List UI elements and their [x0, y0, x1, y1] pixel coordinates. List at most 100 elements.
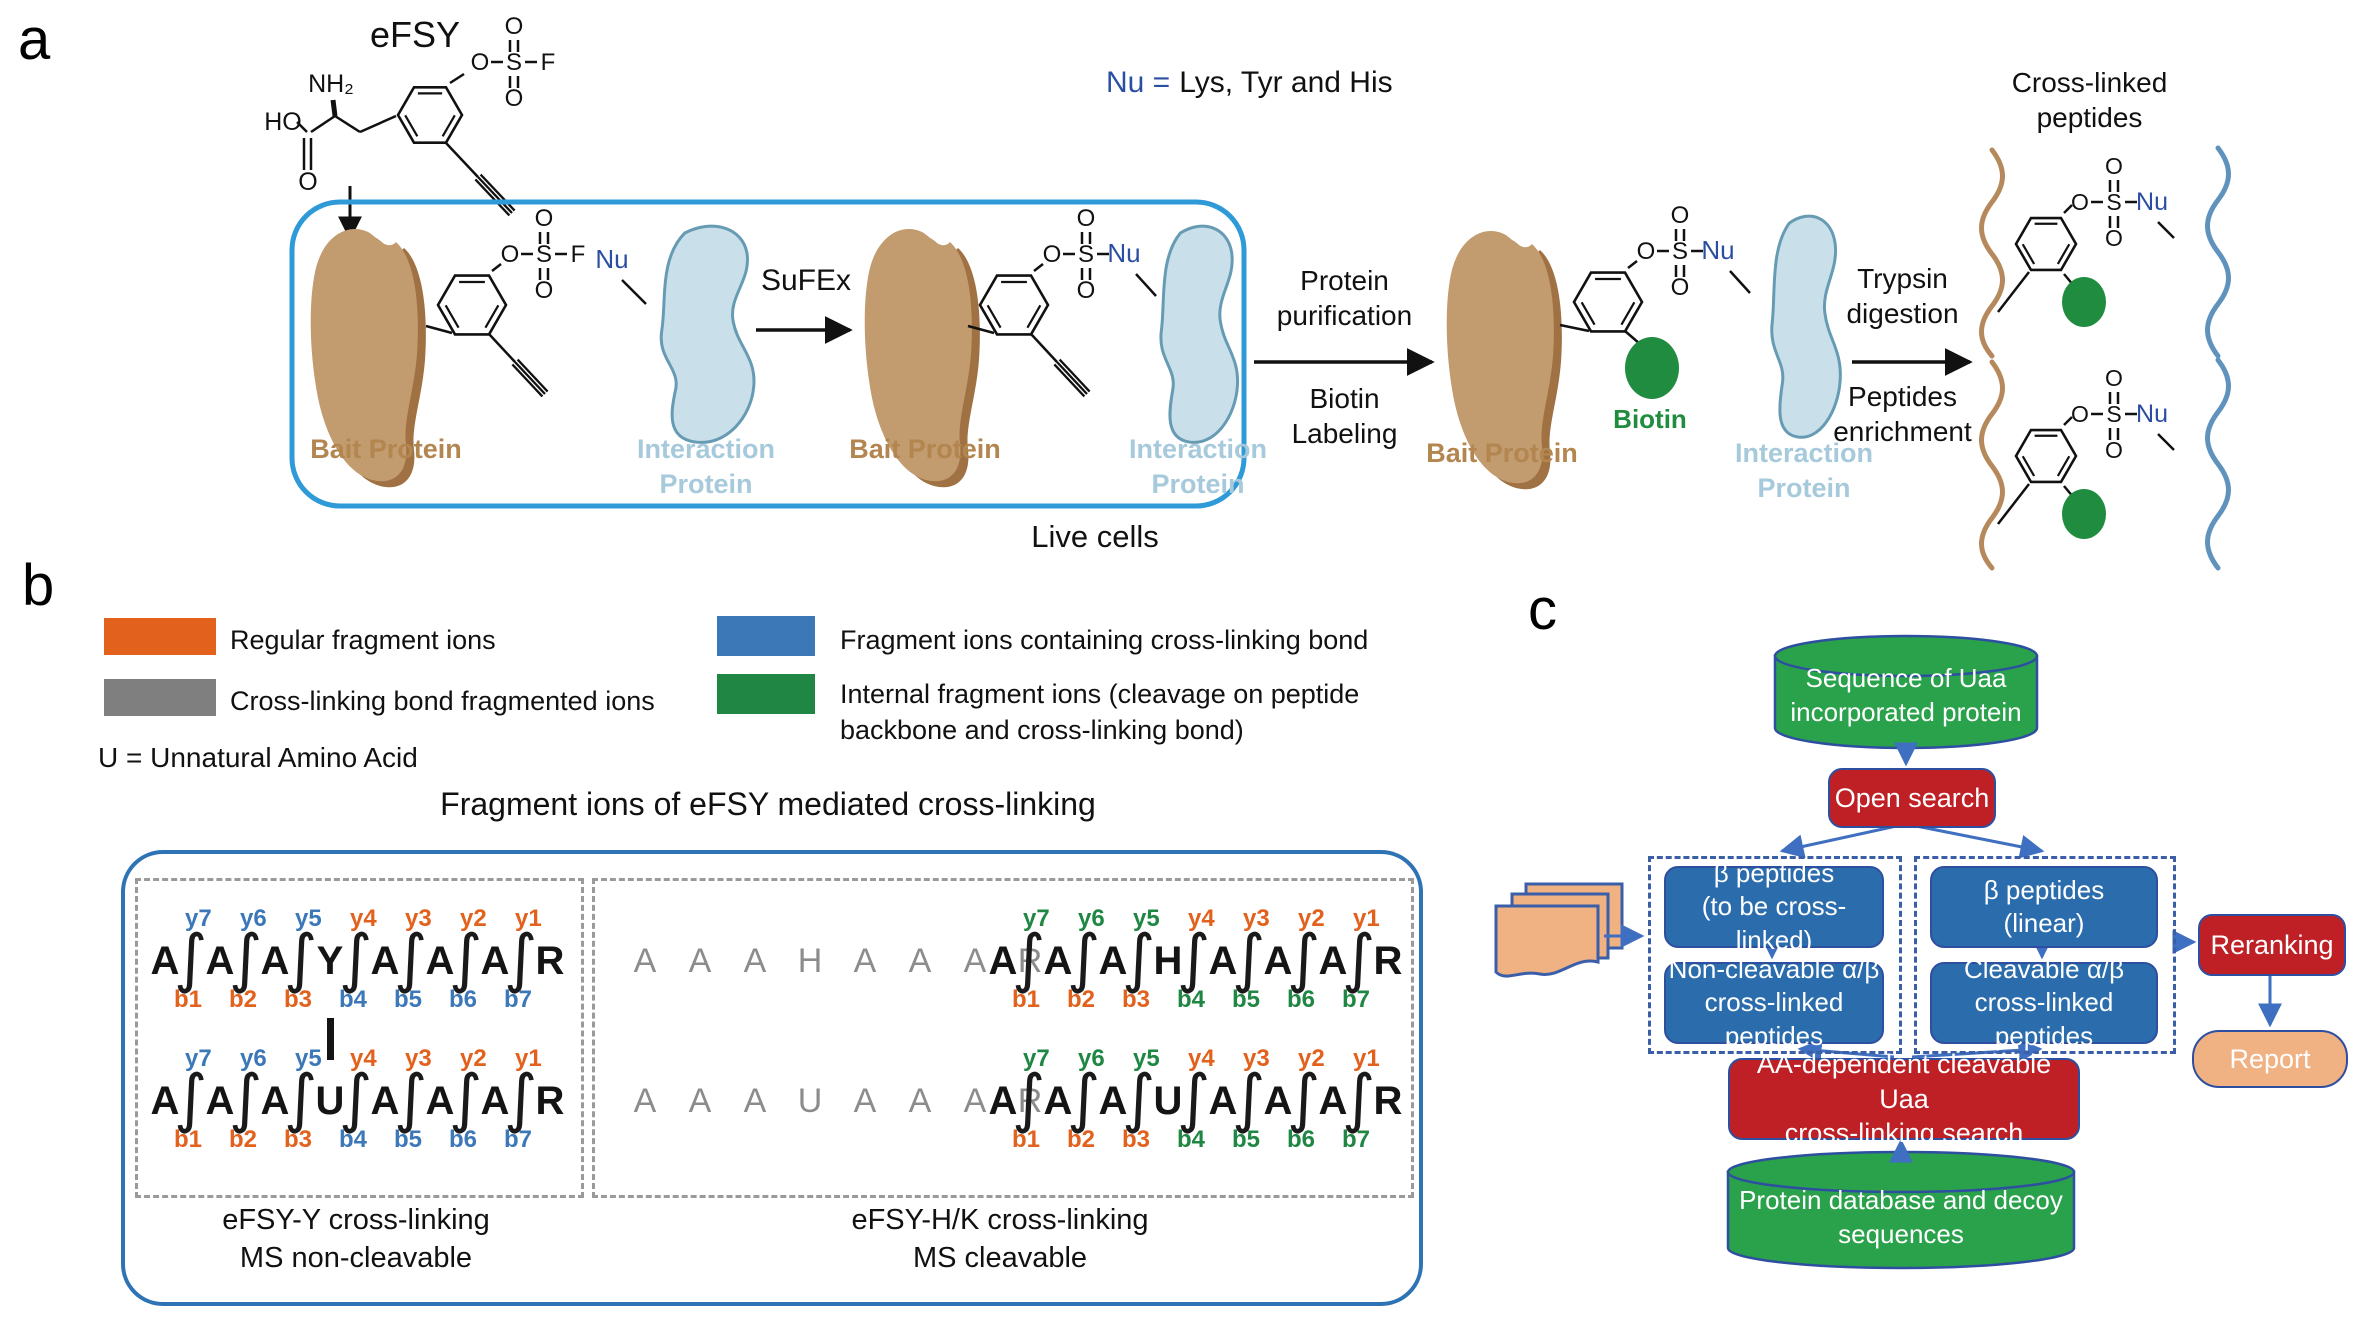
fragmentation-slash-icon: ∫ [504, 922, 538, 996]
y-ion-label: y3 [405, 905, 432, 932]
y-ion-label: y7 [185, 1045, 212, 1072]
fragmentation-site: y4 ∫ b4 [339, 905, 377, 1013]
fragmentation-slash-icon: ∫ [1067, 922, 1101, 996]
y-ion-label: y1 [515, 905, 542, 932]
biotin-labeling-label: Biotin Labeling [1252, 382, 1437, 451]
legend-regular: Regular fragment ions [230, 625, 496, 655]
fragmentation-site: y5 ∫ b3 [1122, 1045, 1160, 1153]
documents-icon-page [1524, 882, 1624, 950]
legend-internal-line2: backbone and cross-linking bond) [840, 715, 1244, 746]
y-ion-label: y6 [1078, 1045, 1105, 1072]
atom-Nu: Nu [1107, 238, 1140, 268]
y-ion-label: y5 [1133, 1045, 1160, 1072]
digestion-line2: digestion [1846, 297, 1959, 329]
legend-internal-line1: Internal fragment ions (cleavage on pept… [840, 679, 1360, 709]
db-top-line1: Sequence of Uaa [1805, 663, 2007, 693]
b-ion-label: b3 [284, 986, 313, 1013]
report-label: Report [2229, 1043, 2311, 1074]
fragmentation-slash-icon: ∫ [1177, 1062, 1211, 1136]
residue: A [425, 939, 455, 983]
y-ion-label: y7 [1023, 1045, 1050, 1072]
panel-letter-c: c [1528, 577, 1557, 642]
residue: A [1043, 939, 1073, 983]
fragmentation-site [770, 1078, 795, 1124]
fragmentation-site [660, 938, 685, 984]
b-ion-label: b5 [394, 986, 423, 1013]
residue: A [480, 1079, 510, 1123]
y-ion-label: y1 [1353, 1045, 1380, 1072]
enrichment-line1: Peptides [1848, 381, 1957, 412]
fragmentation-slash-icon: ∫ [1012, 1062, 1046, 1136]
documents-icon [1494, 904, 1600, 978]
beta-crosslink-line2: (to be cross-linked) [1701, 891, 1847, 955]
residue: A [743, 942, 767, 980]
protein-blob [1161, 226, 1238, 442]
y-ion-label: y5 [1133, 905, 1160, 932]
cleavable-box: Cleavable α/β cross-linked peptides [1930, 954, 2158, 1051]
fragmentation-site [935, 938, 960, 984]
db-bottom-label: Protein database and decoy sequences [1728, 1184, 2074, 1252]
fragmentation-slash-icon: ∫ [449, 1062, 483, 1136]
fragmentation-site: y5 ∫ b3 [284, 905, 322, 1013]
fragmentation-site: y4 ∫ b4 [1177, 905, 1215, 1013]
residue: A [370, 939, 400, 983]
atom-label: O [2105, 365, 2123, 391]
atom-label: O [1637, 238, 1656, 265]
cleavable-flow-group [1914, 856, 2176, 1054]
residue: A [205, 939, 235, 983]
atom-label: O [535, 205, 554, 232]
atom-Nu: Nu [2136, 400, 2168, 428]
y-ion-label: y3 [1243, 905, 1270, 932]
atom-label: HO [264, 108, 302, 136]
atom-label: O [1043, 241, 1062, 268]
benzene-ring [2014, 428, 2078, 484]
atom-label: S [2106, 401, 2121, 427]
enrichment-label: Peptides enrichment [1810, 380, 1995, 449]
b-ion-label: b3 [1122, 1126, 1151, 1153]
b-ion-label: b6 [1287, 1126, 1316, 1153]
y-ion-label: y4 [1188, 1045, 1215, 1072]
peptide-strand [2205, 357, 2231, 571]
atom-F: F [541, 49, 556, 76]
b-ion-label: b6 [1287, 986, 1316, 1013]
biotin-line2: Labeling [1291, 417, 1398, 449]
fragmentation-slash-icon: ∫ [339, 1062, 373, 1136]
residue: H [797, 942, 823, 980]
y-ion-label: y4 [350, 1045, 377, 1072]
residue: Y [316, 939, 344, 983]
y-ion-label: y4 [1188, 905, 1215, 932]
atom-F: F [571, 241, 586, 268]
fragmentation-slash-icon: ∫ [1287, 1062, 1321, 1136]
fragmentation-site: y7 ∫ b1 [174, 1045, 212, 1153]
legend-swatch-bond-fragmented [104, 679, 216, 716]
residue: A [205, 1079, 235, 1123]
fragmentation-slash-icon: ∫ [1232, 1062, 1266, 1136]
fragmentation-site: y6 ∫ b2 [229, 905, 267, 1013]
residue: A [1318, 939, 1348, 983]
purification-label: Protein purification [1252, 264, 1437, 333]
fragmentation-slash-icon: ∫ [504, 1062, 538, 1136]
legend-bond-fragmented: Cross-linking bond fragmented ions [230, 686, 655, 716]
residue: A [1208, 939, 1238, 983]
b-ion-label: b5 [1232, 986, 1261, 1013]
residue: A [633, 1082, 657, 1120]
residue: A [688, 942, 712, 980]
benzene-ring [436, 274, 508, 336]
b-ion-label: b2 [1067, 986, 1096, 1013]
atom-label: O [1671, 202, 1690, 229]
atom-label: S [536, 241, 552, 268]
report-box: Report [2192, 1030, 2348, 1088]
benzene-ring [978, 274, 1050, 336]
protein-blob [661, 226, 754, 442]
y-ion-label: y6 [1078, 905, 1105, 932]
reranking-box: Reranking [2198, 914, 2346, 976]
residue: A [853, 942, 877, 980]
y-ion-label: y2 [460, 1045, 487, 1072]
b-ion-label: b1 [1012, 986, 1041, 1013]
b-ion-label: b1 [1012, 1126, 1041, 1153]
residue: A [1043, 1079, 1073, 1123]
fragmentation-slash-icon: ∫ [174, 1062, 208, 1136]
b-ion-label: b4 [339, 1126, 368, 1153]
